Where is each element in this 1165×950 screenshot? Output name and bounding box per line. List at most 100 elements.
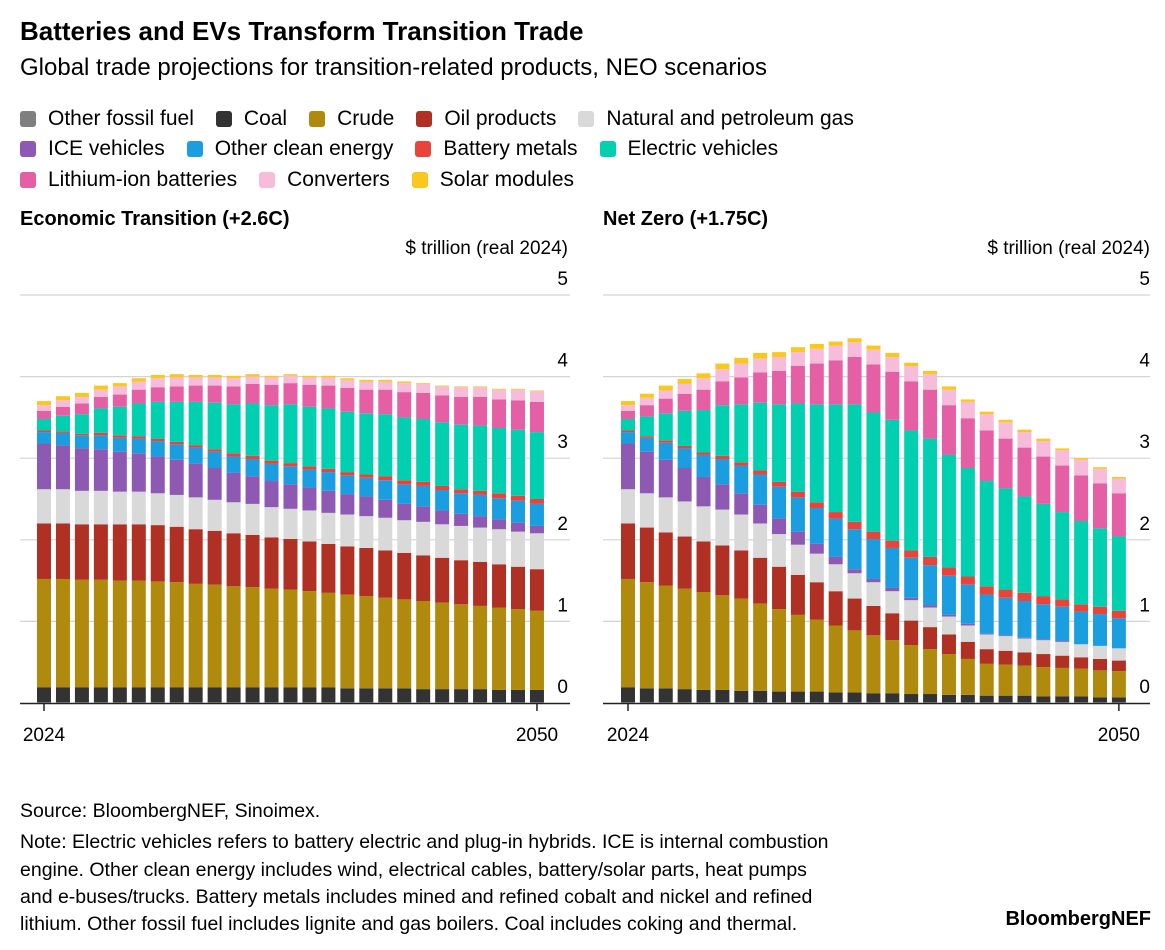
bar-segment-battery-metals [302,466,317,470]
bar-segment-solar-modules [416,383,431,384]
bar-segment-ice-vehicles [207,467,222,500]
bar-segment-electric-vehicles [226,404,241,454]
bar-segment-battery-metals [621,430,635,433]
bar-segment-other-fossil-fuel [790,702,805,703]
x-tick-label: 2050 [1098,725,1140,746]
bar-segment-battery-metals [454,489,469,494]
bar-segment-coal [885,693,900,703]
bar-segment-electric-vehicles [1111,536,1126,611]
bar-segment-solar-modules [511,388,525,390]
bar-segment-converters [55,400,70,407]
bar-segment-electric-vehicles [847,404,862,522]
bar-segment-battery-metals [74,433,89,436]
bar-segment-other-clean-energy [1017,601,1032,638]
bar-segment-other-clean-energy [529,503,544,526]
bar-segment-solar-modules [207,374,222,378]
bar-segment-ice-vehicles [715,484,730,510]
bar-segment-natural-and-petroleum-gas [1074,644,1089,658]
bar-segment-electric-vehicles [359,413,374,475]
bar-segment-natural-and-petroleum-gas [492,529,507,565]
bar-segment-battery-metals [131,436,146,439]
bar-segment-coal [416,689,431,703]
bar-segment-other-fossil-fuel [529,702,544,703]
legend-item: Oil products [416,107,556,131]
bar-segment-electric-vehicles [397,417,412,481]
bar-segment-lithium-ion-batteries [734,377,749,405]
bar-segment-coal [696,689,711,703]
y-tick-label: 5 [557,269,568,290]
bar-segment-other-clean-energy [904,557,919,598]
bar-segment-oil-products [941,634,956,655]
bar-segment-crude [131,580,146,688]
bar-segment-solar-modules [885,352,900,358]
legend-swatch [599,141,616,157]
bar-segment-crude [904,645,919,695]
bar-segment-natural-and-petroleum-gas [435,524,450,558]
bar-segment-other-fossil-fuel [245,702,260,703]
bar-segment-other-clean-energy [454,493,469,514]
bar-segment-other-fossil-fuel [998,702,1013,703]
bar-segment-crude [245,587,260,688]
bar-segment-battery-metals [150,438,165,442]
bar-segment-natural-and-petroleum-gas [150,493,165,526]
bar-segment-oil-products [753,557,768,604]
bar-segment-oil-products [772,566,787,610]
bar-segment-oil-products [302,541,317,592]
bar-segment-coal [772,691,787,703]
bar-segment-ice-vehicles [340,494,355,515]
bar-segment-coal [923,694,938,703]
legend-swatch [20,172,36,188]
bar-segment-coal [473,689,488,703]
bar-segment-battery-metals [696,452,711,455]
bar-segment-ice-vehicles [492,519,507,530]
bar-segment-crude [397,599,412,689]
bar-segment-battery-metals [55,431,70,433]
bar-segment-other-fossil-fuel [454,702,469,703]
bar-segment-coal [753,690,768,703]
bar-segment-oil-products [923,627,938,650]
bar-segment-electric-vehicles [904,430,919,551]
y-axis-unit-left: $ trillion (real 2024) [405,238,568,259]
bar-segment-ice-vehicles [397,503,412,521]
bar-segment-other-fossil-fuel [828,702,843,703]
bar-segment-solar-modules [359,379,374,382]
bar-segment-ice-vehicles [435,510,450,525]
y-tick-label: 1 [1139,595,1150,616]
bar-segment-other-fossil-fuel [1074,702,1089,703]
bar-segment-ice-vehicles [941,614,956,617]
bar-segment-converters [150,378,165,388]
bar-segment-electric-vehicles [74,414,89,434]
bar-segment-electric-vehicles [734,404,749,463]
bar-segment-crude [226,586,241,688]
bar-segment-natural-and-petroleum-gas [1017,638,1032,653]
bar-segment-natural-and-petroleum-gas [55,489,70,524]
bar-segment-coal [321,687,336,703]
bar-segment-other-clean-energy [998,597,1013,636]
bar-segment-natural-and-petroleum-gas [1055,641,1070,656]
legend-swatch [415,141,432,157]
bar-segment-other-clean-energy [885,547,900,588]
bar-segment-oil-products [207,530,222,585]
bar-segment-crude [866,635,881,694]
bar-segment-oil-products [245,534,260,588]
bar-segment-solar-modules [131,378,146,382]
bar-segment-coal [74,687,89,703]
bar-segment-solar-modules [941,386,956,390]
bar-segment-lithium-ion-batteries [169,386,184,402]
bar-segment-other-clean-energy [188,447,203,464]
bar-segment-other-fossil-fuel [264,702,279,703]
bar-segment-battery-metals [321,468,336,473]
bar-segment-crude [37,578,51,688]
bar-segment-lithium-ion-batteries [264,384,279,406]
bar-segment-other-fossil-fuel [677,702,692,703]
bar-segment-ice-vehicles [923,605,938,608]
bar-segment-converters [207,377,222,386]
bar-segment-battery-metals [772,481,787,487]
bar-segment-converters [226,378,241,387]
bar-segment-converters [435,386,450,396]
bar-segment-solar-modules [866,345,881,350]
bar-segment-oil-products [340,546,355,595]
bar-segment-solar-modules [847,338,862,343]
bar-segment-lithium-ion-batteries [416,392,431,420]
bar-segment-ice-vehicles [264,481,279,508]
